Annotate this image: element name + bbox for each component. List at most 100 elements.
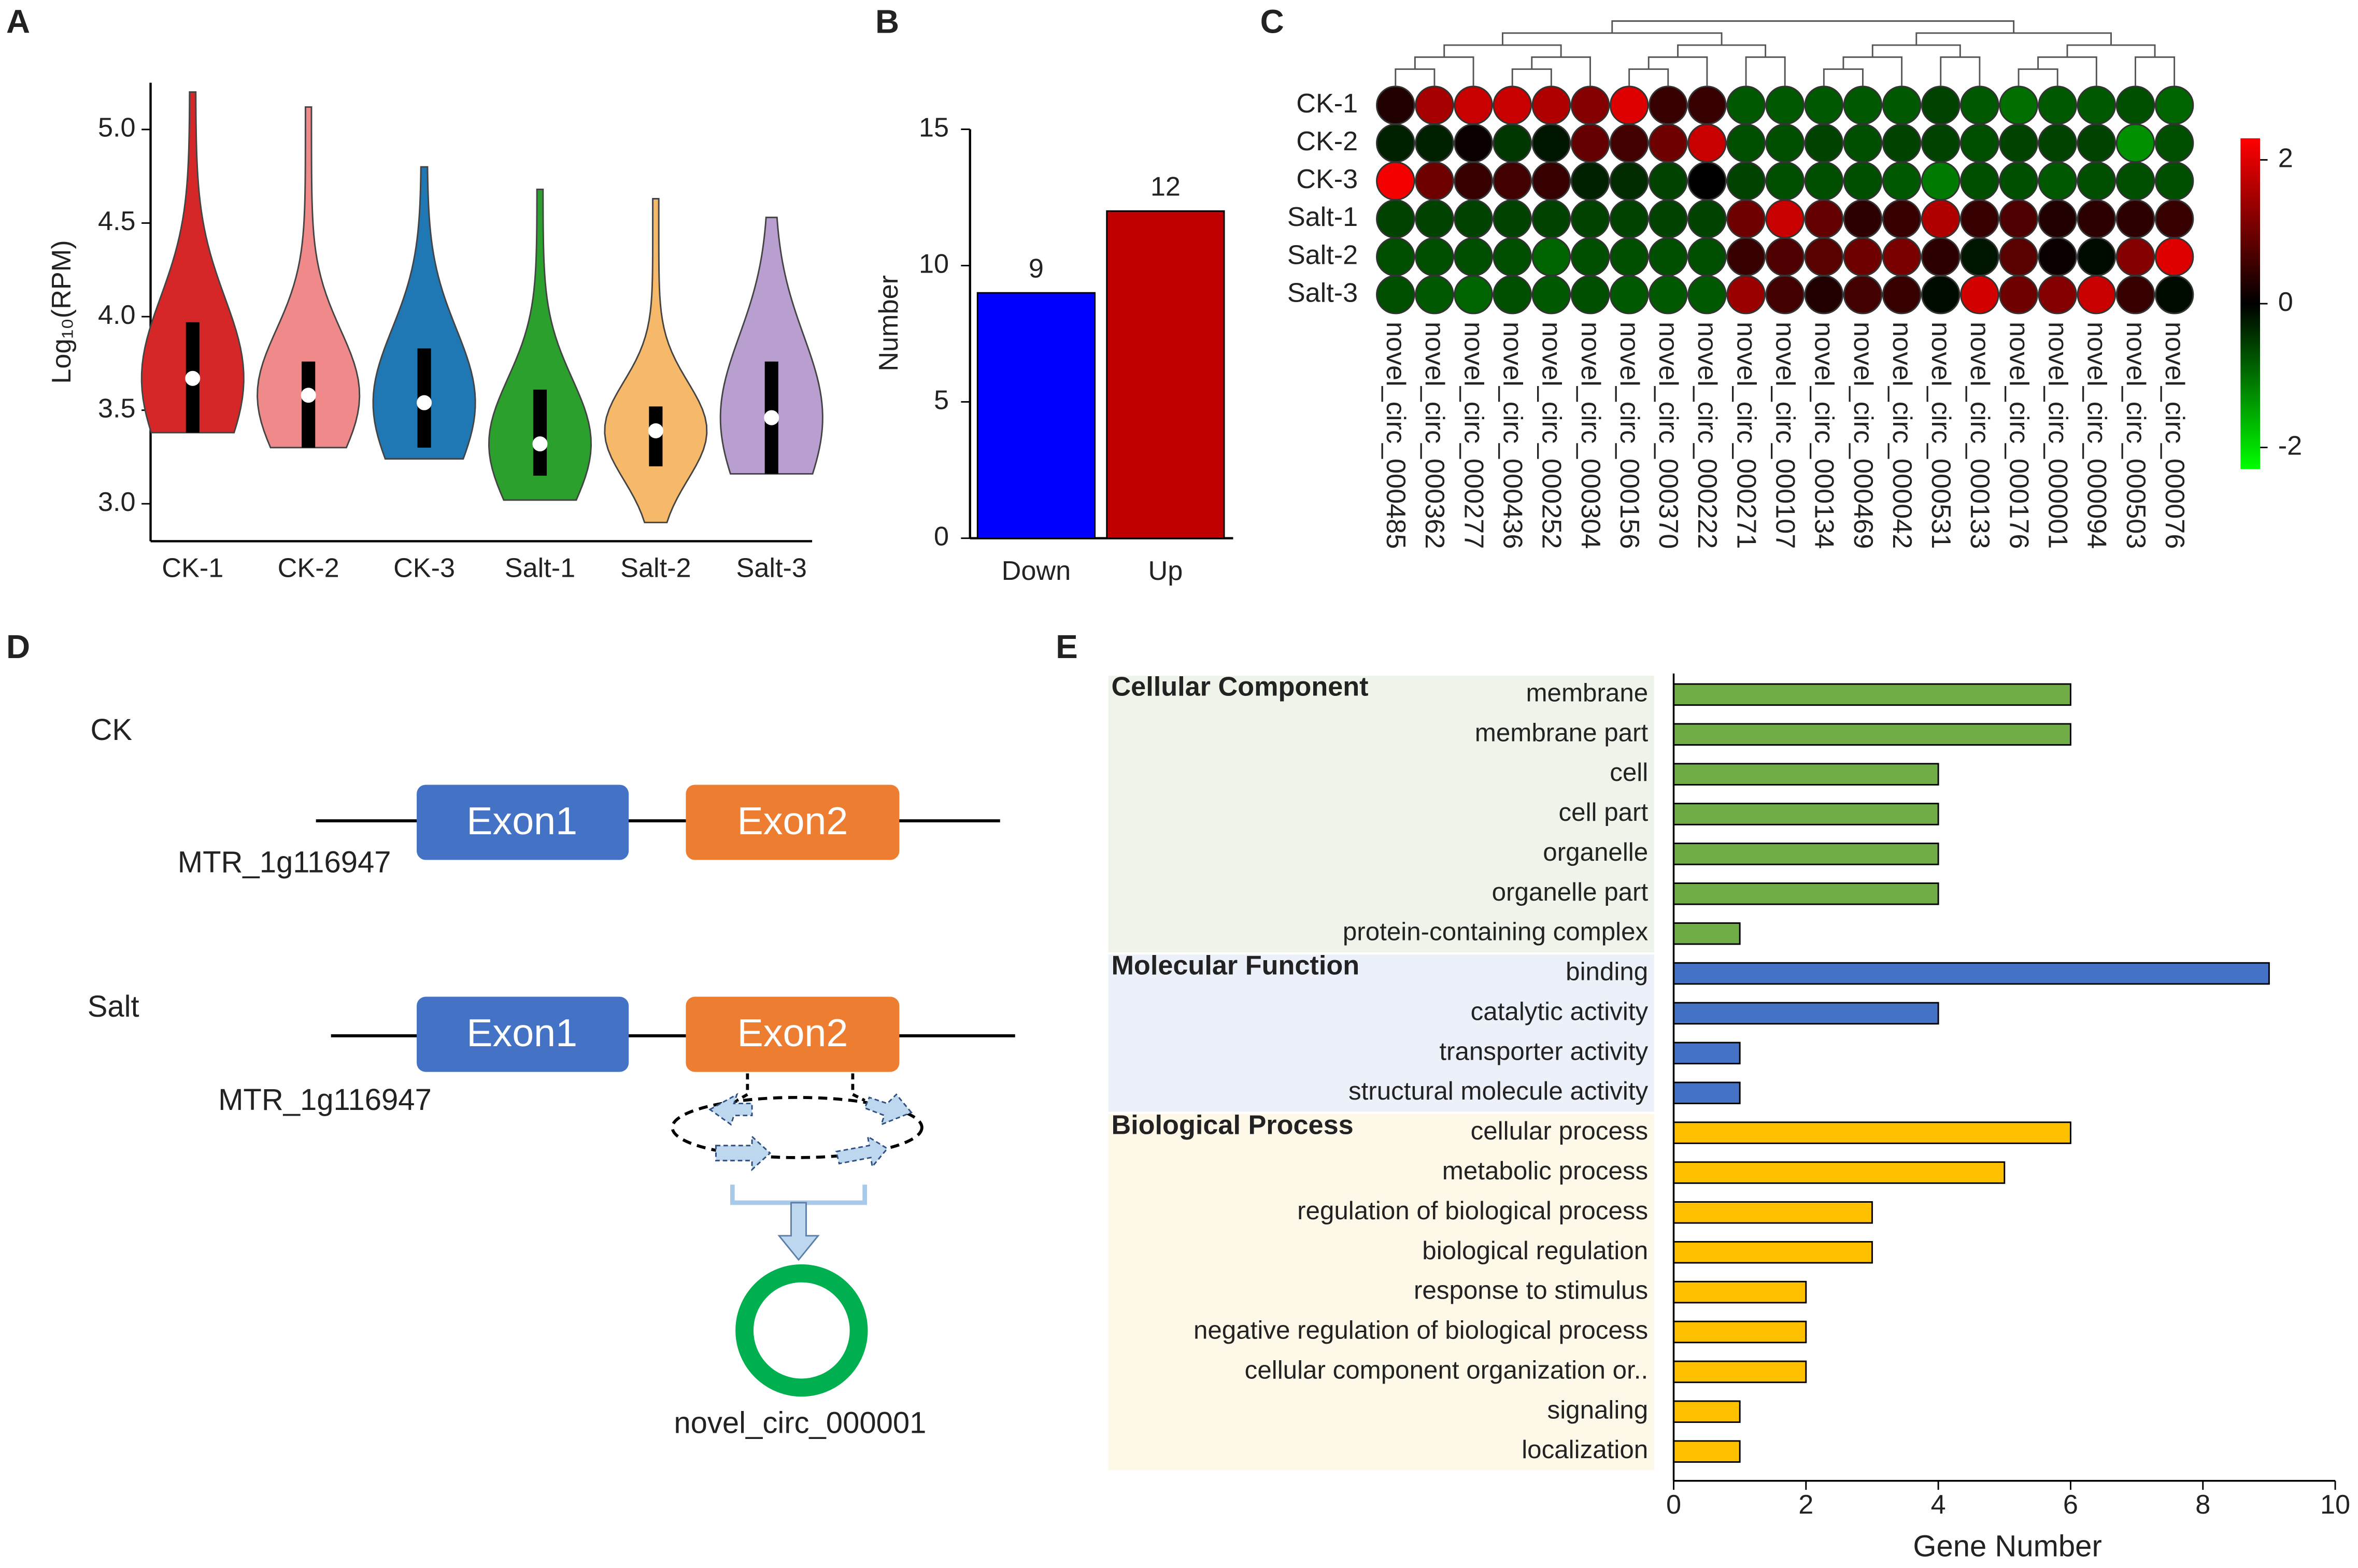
- category-label: organelle: [1543, 838, 1648, 866]
- dendrogram: [2066, 44, 2156, 58]
- panel-label: E: [1056, 628, 1078, 665]
- x-tick-label: 4: [1931, 1490, 1946, 1520]
- category-label: catalytic activity: [1471, 997, 1649, 1025]
- cell: [1882, 161, 1922, 201]
- cell: [1376, 123, 1415, 163]
- cell: [1726, 275, 1766, 315]
- column-label: novel_circ_000042: [1887, 322, 1917, 549]
- colorbar: [2240, 138, 2260, 469]
- category-label: cellular process: [1471, 1117, 1649, 1145]
- cell: [2115, 237, 2155, 277]
- cell: [1454, 275, 1493, 315]
- colorbar-label: -2: [2278, 431, 2302, 461]
- cell: [1882, 199, 1922, 239]
- cell: [1415, 123, 1454, 163]
- cell: [1921, 237, 1961, 277]
- cell: [1415, 199, 1454, 239]
- cell: [1765, 237, 1805, 277]
- cell: [1999, 275, 2038, 315]
- bar: [1673, 922, 1741, 945]
- bar: [1673, 1320, 1807, 1344]
- dendrogram: [1531, 56, 1591, 86]
- condition-label: CK: [90, 713, 132, 747]
- cell: [1376, 161, 1415, 201]
- dendrogram: [1501, 32, 1723, 46]
- cell: [1687, 237, 1727, 277]
- exon: [417, 785, 629, 860]
- median: [301, 388, 316, 403]
- x-tick-label: 10: [2320, 1490, 2350, 1520]
- exon: [686, 996, 900, 1072]
- value-label: 9: [1029, 253, 1044, 283]
- arrow: [777, 1202, 820, 1261]
- cell: [2154, 85, 2194, 125]
- cell: [1921, 123, 1961, 163]
- y-tick-label: 0: [934, 521, 949, 551]
- column-label: novel_circ_000485: [1381, 322, 1411, 549]
- bar: [1673, 1280, 1807, 1304]
- cell: [2077, 161, 2116, 201]
- bar: [1673, 763, 1939, 786]
- column-label: novel_circ_000362: [1419, 322, 1450, 549]
- x-tick-label: Up: [1148, 556, 1183, 586]
- cell: [1843, 85, 1883, 125]
- column-label: novel_circ_000469: [1848, 322, 1878, 549]
- panel-label: D: [6, 628, 30, 665]
- cell: [1570, 161, 1610, 201]
- panel-label: B: [875, 3, 899, 40]
- cell: [1921, 85, 1961, 125]
- panel-label: A: [6, 3, 30, 40]
- bar: [1673, 1121, 2071, 1144]
- cell: [1882, 85, 1922, 125]
- cell: [1765, 275, 1805, 315]
- cell: [1804, 161, 1844, 201]
- bar: [976, 292, 1096, 539]
- violin: [719, 217, 823, 475]
- cell: [1960, 123, 1999, 163]
- category-label: cell part: [1559, 798, 1649, 826]
- exon-label: Exon1: [466, 799, 577, 843]
- cell: [1376, 199, 1415, 239]
- cell: [1765, 85, 1805, 125]
- back-splice: [671, 1096, 924, 1159]
- x-tick-label: CK-3: [393, 553, 455, 583]
- x-tick-label: 0: [1666, 1490, 1681, 1520]
- cell: [2154, 237, 2194, 277]
- y-tick-label: 4.5: [98, 206, 136, 236]
- iqr-box: [533, 389, 547, 476]
- bar: [1673, 1002, 1939, 1025]
- violin: [604, 198, 708, 523]
- condition-label: Salt: [88, 990, 139, 1023]
- cell: [1493, 275, 1532, 315]
- y-tick-label: 3.0: [98, 487, 136, 517]
- cell: [1649, 85, 1688, 125]
- circ-rna: [735, 1264, 868, 1397]
- row-label: Salt-2: [1287, 240, 1358, 270]
- cell: [1415, 161, 1454, 201]
- column-label: novel_circ_000222: [1692, 322, 1722, 549]
- arrows: [708, 1093, 913, 1172]
- violin: [488, 188, 592, 501]
- bar: [1673, 1360, 1807, 1384]
- column-label: novel_circ_000176: [2004, 322, 2034, 549]
- bar: [1106, 210, 1225, 539]
- column-label: novel_circ_000271: [1731, 322, 1761, 549]
- row-label: CK-2: [1296, 126, 1358, 156]
- dendrogram: [1940, 56, 1981, 86]
- category-label: regulation of biological process: [1297, 1196, 1648, 1225]
- cell: [1921, 199, 1961, 239]
- bar: [1673, 723, 2071, 746]
- cell: [1804, 275, 1844, 315]
- column-label: novel_circ_000156: [1614, 322, 1644, 549]
- cell: [1609, 161, 1649, 201]
- dendrogram: [1511, 68, 1552, 86]
- cell: [1804, 85, 1844, 125]
- cell: [2115, 123, 2155, 163]
- row-label: Salt-3: [1287, 278, 1358, 308]
- cell: [2077, 85, 2116, 125]
- column-label: novel_circ_000107: [1770, 322, 1800, 549]
- cell: [1999, 237, 2038, 277]
- group-title: Biological Process: [1111, 1110, 1353, 1140]
- cell: [1493, 161, 1532, 201]
- cell: [1531, 275, 1571, 315]
